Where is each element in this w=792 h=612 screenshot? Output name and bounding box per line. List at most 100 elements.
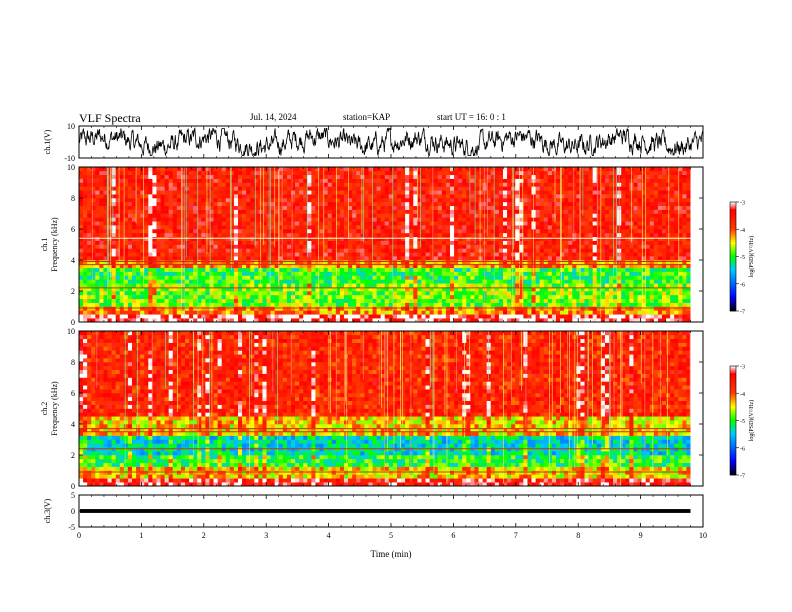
ch1-cell: [360, 275, 365, 280]
ch1-cell: [502, 178, 508, 183]
ch1-cell: [335, 229, 341, 234]
ch1-cell: [319, 217, 324, 222]
ch1-cell: [413, 279, 418, 284]
ch1-cell: [417, 229, 422, 234]
ch1-cell: [213, 244, 218, 249]
ch1-cell: [238, 240, 243, 245]
ch1-cell: [282, 205, 288, 210]
ch1-cell: [152, 291, 157, 296]
ch1-cell: [99, 267, 104, 272]
ch1-cell: [123, 263, 129, 269]
ch1-cell: [539, 182, 545, 187]
ch1-cell: [511, 256, 516, 261]
ch1-cell: [217, 271, 222, 276]
ch1-cell: [91, 236, 96, 241]
ch1-cell: [180, 256, 186, 261]
ch1-cell: [262, 232, 267, 238]
ch1-cell: [502, 217, 508, 222]
ch1-cell: [560, 167, 565, 172]
ch1-cell: [189, 205, 194, 210]
ch1-cell: [331, 260, 337, 265]
ch1-cell: [119, 252, 125, 257]
ch1-cell: [547, 240, 553, 245]
ch1-cell: [433, 283, 439, 288]
ch1-cell: [311, 291, 316, 296]
ch1-cell: [176, 294, 182, 300]
ch1-cell: [103, 252, 108, 257]
ch1-cell: [380, 310, 386, 315]
ch1-cell: [364, 167, 369, 172]
ch1-cell: [551, 318, 557, 323]
ch1-cell: [547, 225, 553, 230]
ch1-cell: [87, 291, 92, 296]
ch1-cell: [555, 201, 561, 207]
ch1-cell: [547, 167, 553, 172]
ch1-cell: [99, 275, 104, 280]
ch1-cell: [417, 310, 422, 315]
ch1-cell: [311, 170, 316, 176]
ch1-cell: [539, 287, 545, 292]
ch1-cell: [564, 232, 569, 238]
ch1-cell: [555, 217, 561, 222]
ch1-cell: [319, 275, 324, 280]
ch1-cell: [180, 236, 186, 241]
ch1-cell: [127, 275, 133, 280]
ch1-cell: [319, 263, 324, 269]
ch1-cell: [152, 275, 157, 280]
ch1-cell: [380, 198, 386, 203]
ch1-cell: [295, 291, 300, 296]
ch1-cell: [515, 298, 520, 303]
ch1-cell: [307, 263, 312, 269]
ch1-cell: [458, 279, 463, 284]
ch1-cell: [144, 217, 149, 222]
ch1-cell: [490, 201, 496, 207]
ch1-cell: [445, 291, 451, 296]
ch1-cell: [425, 260, 430, 265]
ch1-cell: [242, 240, 247, 245]
ch1-cell: [331, 318, 337, 323]
ch1-cell: [482, 244, 487, 249]
ch1-cell: [103, 240, 108, 245]
ch1-cell: [445, 213, 451, 218]
ch1-cell: [343, 314, 349, 319]
ch1-cell: [547, 298, 553, 303]
ch1-cell: [132, 186, 137, 191]
ch1-cell: [543, 190, 549, 195]
ch1-cell: [238, 182, 243, 187]
ch1-cell: [270, 236, 275, 241]
ch1-cell: [396, 260, 402, 265]
ch1-cell: [470, 244, 475, 249]
ch1-cell: [156, 201, 161, 207]
ch1-cell: [352, 244, 357, 249]
ch1-cell: [511, 260, 516, 265]
ch1-cell: [270, 190, 275, 195]
ch1-cell: [445, 310, 451, 315]
ch1-cell: [331, 267, 337, 272]
ch1-cell: [425, 174, 430, 179]
ch1-cell: [352, 310, 357, 315]
ch1-cell: [229, 287, 235, 292]
ch1-cell: [180, 217, 186, 222]
ch1-cell: [462, 294, 467, 300]
ch1-cell: [164, 252, 169, 257]
ch1-cell: [221, 240, 227, 245]
ch1-cell: [315, 318, 320, 323]
ch1-cell: [392, 182, 398, 187]
ch1-cell: [564, 302, 569, 307]
ch1-cell: [307, 240, 312, 245]
ch1-cell: [527, 298, 532, 303]
ch1-cell: [242, 198, 247, 203]
ch1-cell: [498, 263, 504, 269]
ch1-cell: [368, 260, 373, 265]
ch1-cell: [421, 217, 426, 222]
ch1-cell: [115, 248, 121, 253]
ch1-cell: [299, 318, 304, 323]
ch1-cell: [441, 244, 447, 249]
ch1-cell: [531, 275, 536, 280]
ch1-cell: [327, 174, 333, 179]
ch1-cell: [319, 232, 324, 238]
ch1-cell: [454, 198, 459, 203]
ch1-cell: [123, 314, 129, 319]
ch1-cell: [507, 260, 512, 265]
ch1-cell: [560, 201, 565, 207]
